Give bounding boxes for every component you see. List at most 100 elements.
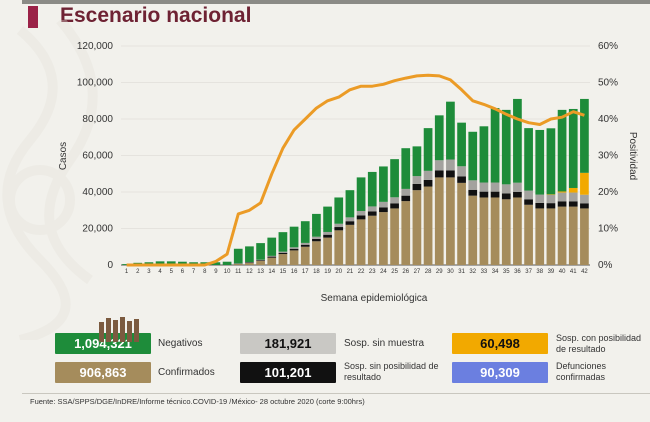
bar-sosp-sin-muestra: [267, 255, 277, 257]
defunciones-value: 90,309: [480, 365, 520, 380]
y2-tick-label: 60%: [598, 41, 618, 52]
logo-graphic: [99, 317, 139, 342]
bar-sosp-sin-muestra: [423, 170, 433, 180]
bar-confirmados: [267, 257, 277, 265]
bar-negativos: [256, 243, 265, 260]
bar-sosp-sin-posibilidad-de-resultado: [513, 191, 522, 198]
bar-sosp-sin-posibilidad-de-resultado: [535, 202, 545, 209]
bar-sosp-sin-posibilidad-de-resultado: [568, 201, 578, 207]
x-tick-label: 11: [235, 269, 242, 275]
bar-negativos: [312, 213, 321, 237]
x-tick-label: 21: [347, 269, 354, 275]
title-accent: [28, 6, 38, 28]
y2-axis-title: Positividad: [627, 132, 638, 180]
x-tick-label: 34: [492, 269, 499, 275]
x-tick-label: 26: [402, 269, 409, 275]
bar-sosp-sin-posibilidad-de-resultado: [401, 195, 411, 202]
bar-sosp-sin-posibilidad-de-resultado: [390, 203, 399, 209]
bar-negativos: [233, 248, 243, 264]
bar-sosp-sin-posibilidad-de-resultado: [457, 176, 466, 183]
x-tick-label: 8: [203, 269, 207, 275]
x-tick-label: 14: [268, 269, 275, 275]
x-tick-label: 41: [570, 269, 577, 275]
footer-line: [22, 393, 650, 394]
bar-negativos: [278, 232, 288, 252]
y-tick-label: 40,000: [82, 187, 113, 198]
sosp-sin-posibilidad-value: 101,201: [264, 365, 312, 380]
y-axis-title: Casos: [58, 142, 69, 170]
x-tick-label: 23: [369, 269, 376, 275]
x-tick-label: 18: [313, 269, 320, 275]
x-tick-label: 37: [525, 269, 532, 275]
y2-tick-label: 0%: [598, 260, 613, 271]
y-tick-label: 60,000: [82, 151, 113, 162]
bar-negativos: [334, 197, 344, 224]
bar-confirmados: [446, 177, 455, 265]
bar-confirmados: [312, 241, 321, 265]
bar-confirmados: [278, 254, 288, 265]
bar-confirmados: [345, 224, 355, 265]
bar-sosp-sin-posibilidad-de-resultado: [501, 193, 511, 200]
bar-confirmados: [468, 195, 478, 265]
bar-negativos: [580, 98, 589, 173]
bar-sosp-sin-muestra: [479, 182, 489, 192]
bar-sosp-con-posibilidad-de-resultado: [557, 191, 567, 193]
bar-confirmados: [390, 208, 399, 265]
bar-negativos: [356, 177, 366, 211]
bar-confirmados: [334, 230, 344, 265]
bar-sosp-sin-posibilidad-de-resultado: [490, 191, 500, 198]
bar-sosp-con-posibilidad-de-resultado: [580, 172, 589, 195]
sosp-sin-muestra-value: 181,921: [264, 336, 312, 351]
y2-tick-label: 30%: [598, 151, 618, 162]
watermark-pattern: [2, 20, 98, 340]
bar-sosp-sin-muestra: [300, 242, 310, 245]
x-tick-label: 1: [125, 269, 129, 275]
bar-sosp-sin-muestra: [256, 259, 265, 261]
bar-sosp-sin-posibilidad-de-resultado: [367, 211, 377, 216]
y-tick-label: 120,000: [77, 41, 114, 52]
bar-sosp-con-posibilidad-de-resultado: [568, 187, 578, 193]
bar-sosp-sin-muestra: [457, 166, 466, 177]
sosp-con-posibilidad-value: 60,498: [480, 336, 520, 351]
bar-negativos: [524, 128, 533, 191]
bar-negativos: [379, 166, 388, 202]
bar-sosp-sin-posibilidad-de-resultado: [423, 179, 433, 187]
x-tick-label: 12: [246, 269, 253, 275]
x-tick-label: 10: [224, 269, 231, 275]
bar-confirmados: [367, 215, 377, 265]
bar-sosp-sin-posibilidad-de-resultado: [524, 199, 533, 205]
bar-confirmados: [401, 201, 411, 265]
x-tick-label: 33: [481, 269, 488, 275]
bar-negativos: [323, 206, 332, 232]
bar-sosp-sin-posibilidad-de-resultado: [446, 170, 455, 178]
bar-negativos: [535, 129, 545, 195]
y-tick-label: 20,000: [82, 224, 113, 235]
bar-sosp-sin-posibilidad-de-resultado: [345, 221, 355, 225]
bar-negativos: [446, 101, 455, 160]
sosp-sin-muestra-label: Sosp. sin muestra: [344, 338, 425, 349]
y-tick-label: 80,000: [82, 114, 113, 125]
bar-confirmados: [356, 219, 366, 265]
bar-sosp-sin-muestra: [546, 194, 556, 204]
y2-tick-label: 40%: [598, 114, 618, 125]
bar-negativos: [122, 264, 131, 265]
bar-sosp-sin-posibilidad-de-resultado: [434, 170, 444, 178]
bar-negativos: [367, 171, 377, 207]
bar-negativos: [166, 261, 176, 265]
x-tick-label: 28: [425, 269, 432, 275]
sosp-sin-muestra-box: 181,921: [240, 333, 336, 354]
bar-sosp-sin-muestra: [323, 231, 332, 235]
x-tick-label: 2: [136, 269, 140, 275]
x-tick-label: 29: [436, 269, 443, 275]
x-tick-label: 4: [158, 269, 162, 275]
y2-axis-ticks: 0% 10% 20% 30% 40% 50% 60%: [598, 41, 618, 271]
bar-confirmados: [434, 177, 444, 265]
bar-sosp-sin-posibilidad-de-resultado: [379, 207, 388, 213]
bar-negativos: [457, 122, 466, 167]
bar-confirmados: [546, 208, 556, 265]
bar-sosp-sin-posibilidad-de-resultado: [323, 234, 332, 238]
y2-tick-label: 20%: [598, 187, 618, 198]
bar-confirmados: [245, 262, 254, 265]
sosp-sin-posibilidad-label: Sosp. sin posibilidad de resultado: [344, 361, 439, 382]
